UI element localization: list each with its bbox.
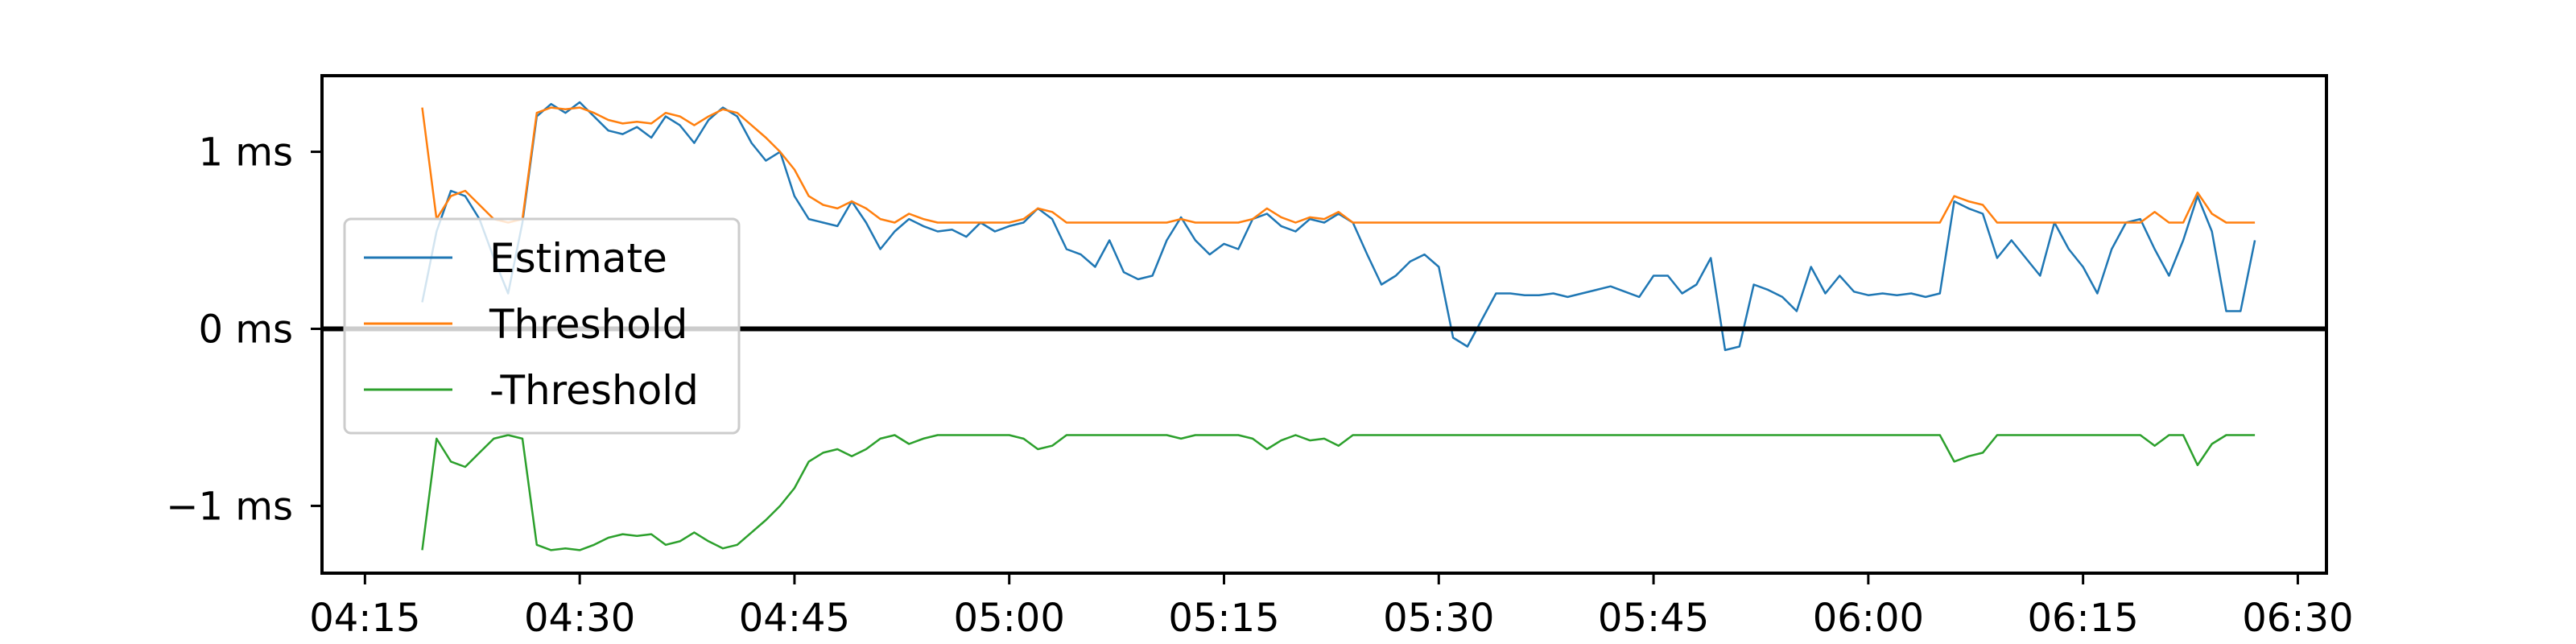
plot-frame [320, 74, 2328, 575]
series-line-threshold [421, 434, 2256, 551]
legend-label: Estimate [489, 235, 667, 282]
x-tick-label: 06:30 [2242, 596, 2353, 641]
x-tick-label: 04:15 [309, 596, 420, 641]
legend-label: Threshold [489, 301, 687, 348]
x-tick-label: 06:15 [2027, 596, 2138, 641]
series-line-threshold [421, 106, 2256, 224]
x-tick-label: 05:45 [1598, 596, 1709, 641]
x-tick-label: 05:30 [1383, 596, 1494, 641]
legend-box [343, 217, 741, 435]
y-tick-label: 0 ms [198, 307, 293, 352]
x-tick-label: 04:45 [739, 596, 850, 641]
tick-layer: 04:15 04:30 04:45 05:00 05:15 05:30 05:45 06:00… [166, 130, 2353, 641]
x-tick-label: 05:00 [954, 596, 1065, 641]
x-tick-label: 04:30 [524, 596, 635, 641]
legend: Estimate Threshold -Threshold [343, 217, 741, 435]
y-tick-label: 1 ms [198, 130, 293, 175]
legend-label: -Threshold [489, 367, 699, 414]
x-tick-label: 06:00 [1813, 596, 1924, 641]
series-layer [421, 101, 2256, 551]
y-tick-label: −1 ms [166, 484, 293, 529]
x-tick-label: 05:15 [1168, 596, 1279, 641]
